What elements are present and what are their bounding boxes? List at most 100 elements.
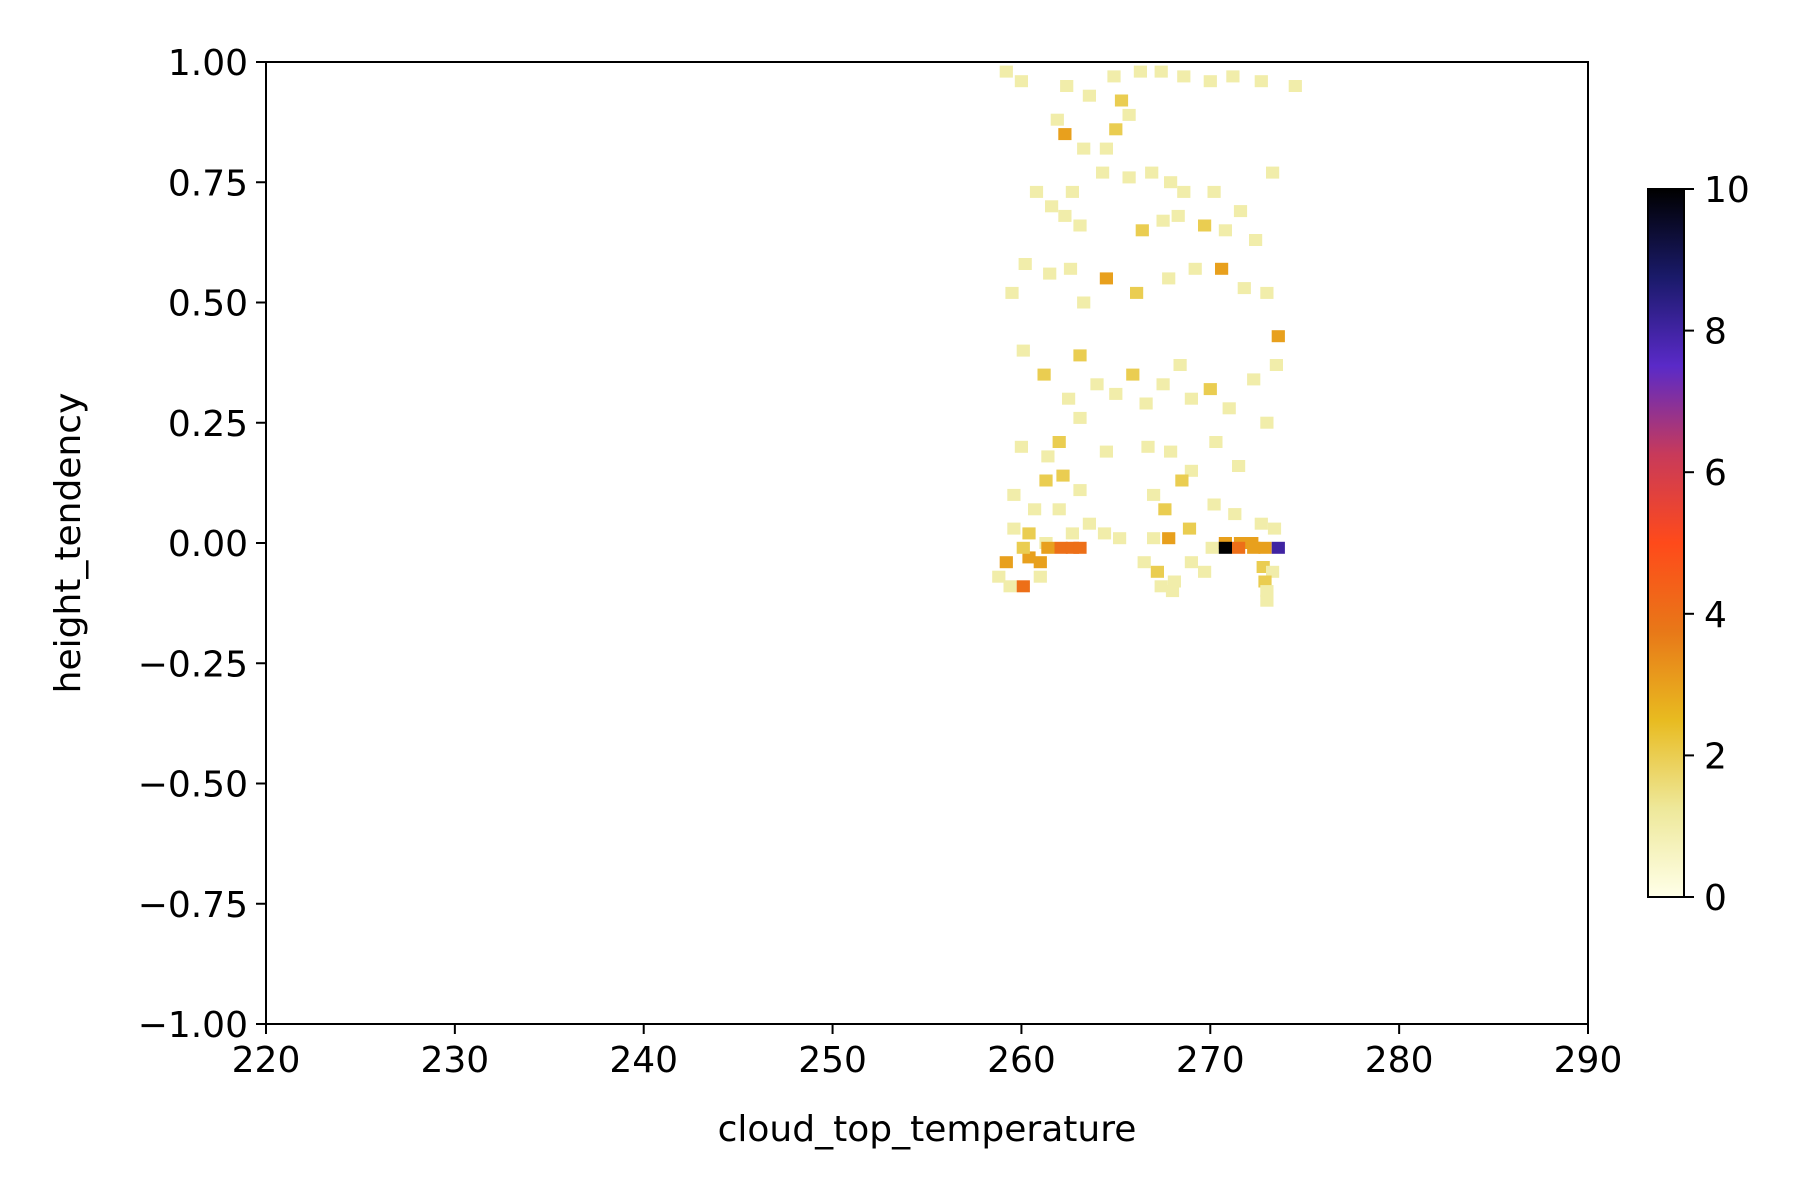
heatmap-cell [1022, 551, 1036, 564]
heatmap-cell [1218, 541, 1232, 554]
heatmap-cell [1254, 517, 1268, 530]
heatmap-cell [1198, 219, 1212, 232]
heatmap-cell [1065, 527, 1079, 540]
heatmap-cell [1188, 262, 1202, 275]
heatmap-cell [1062, 392, 1076, 405]
heatmap-cell [1154, 580, 1168, 593]
heatmap-cell [1154, 65, 1168, 78]
heatmap-cell [1258, 575, 1272, 588]
heatmap-cell [1177, 70, 1191, 83]
heatmap-cell [1260, 594, 1274, 607]
heatmap-cell [1065, 185, 1079, 198]
colorbar-ticks: 0 2 4 6 8 10 [1684, 170, 1750, 919]
heatmap-cell [1007, 488, 1021, 501]
heatmap-cell [1041, 450, 1055, 463]
heatmap-cell [1109, 387, 1123, 400]
heatmap-cell [1254, 75, 1268, 88]
heatmap-cell [1073, 484, 1087, 497]
heatmap-cell [1156, 214, 1170, 227]
heatmap-cell [1126, 368, 1140, 381]
heatmap-cell [1099, 272, 1113, 285]
heatmap-cell [1016, 541, 1030, 554]
heatmap-cell [1258, 541, 1272, 554]
heatmap-cell [1266, 166, 1280, 179]
y-tick-label: −0.50 [138, 765, 248, 806]
heatmap-cell [1041, 541, 1055, 554]
heatmap-cell [1266, 565, 1280, 578]
heatmap-cell [1077, 142, 1091, 155]
heatmap-cell [1073, 411, 1087, 424]
heatmap-cell [1005, 286, 1019, 299]
heatmap-cell [1107, 70, 1121, 83]
heatmap-cell [1114, 94, 1129, 107]
heatmap-cell [1060, 80, 1074, 92]
heatmap-cell [1045, 200, 1059, 213]
x-axis-label: cloud_top_temperature [718, 1109, 1137, 1150]
heatmap-cell [1139, 397, 1153, 410]
heatmap-cell [1260, 286, 1274, 299]
heatmap-cell [1177, 185, 1191, 198]
heatmap-cell [1184, 392, 1198, 405]
heatmap-cell [1222, 402, 1236, 415]
heatmap-cell [1164, 445, 1178, 458]
heatmap-cell [1158, 503, 1172, 516]
colorbar-tick-label: 10 [1704, 170, 1750, 211]
heatmap-cell [1082, 517, 1096, 530]
heatmap-cell [1288, 80, 1302, 92]
heatmap-cell [1018, 258, 1032, 270]
heatmap-cell [1260, 416, 1274, 429]
heatmap-cell [1184, 556, 1198, 569]
heatmap-cell [1162, 532, 1176, 545]
heatmap-cell [1073, 349, 1087, 362]
x-tick-label: 220 [232, 1040, 301, 1081]
y-tick-label: 0.50 [168, 284, 248, 325]
heatmap-cell [1182, 522, 1197, 535]
heatmap-cell [1099, 142, 1113, 155]
heatmap-cell [999, 556, 1013, 569]
heatmap-cell [1147, 488, 1161, 501]
colorbar: 0 2 4 6 8 10 [1647, 170, 1750, 919]
plot-frame [265, 61, 1589, 1025]
heatmap-cell [1232, 460, 1246, 472]
heatmap-cell [1184, 464, 1198, 477]
heatmap-cell [1122, 108, 1136, 121]
heatmap-cell [1016, 580, 1030, 593]
y-tick-label: −0.25 [138, 644, 248, 685]
colorbar-tick-label: 8 [1704, 312, 1727, 353]
x-tick-label: 290 [1554, 1040, 1623, 1081]
heatmap-cell [1029, 185, 1044, 198]
heatmap-cell [1218, 224, 1232, 237]
heatmap-cell [1033, 556, 1047, 569]
heatmap-cell [1156, 378, 1170, 391]
heatmap-cell [1145, 166, 1159, 179]
heatmap-cell [1130, 286, 1144, 299]
heatmap-cell [1073, 541, 1087, 554]
heatmap-cell [1237, 282, 1251, 295]
heatmap-cell [1050, 113, 1064, 126]
heatmap-cell [1133, 65, 1147, 78]
heatmap-cell [1271, 330, 1285, 343]
heatmap-cell [1054, 541, 1068, 554]
heatmap-cell [1205, 541, 1219, 554]
heatmap-cell [1033, 570, 1047, 583]
heatmap-cell [1209, 436, 1223, 448]
heatmap-cell [1073, 219, 1087, 232]
y-tick-label: 0.75 [168, 163, 248, 204]
heatmap-cell [1099, 445, 1113, 458]
x-tick-label: 230 [420, 1040, 489, 1081]
y-axis: −1.00 −0.75 −0.50 −0.25 0.00 0.25 0.50 0.75 1.00 [138, 43, 266, 1046]
heatmap-cell [1165, 585, 1180, 598]
heatmap-cell [1267, 522, 1282, 535]
heatmap-cell [1058, 209, 1072, 222]
heatmap-cell [1037, 368, 1051, 381]
heatmap-cell [1226, 70, 1240, 83]
heatmap-cell [1150, 565, 1164, 578]
heatmap-cell [1052, 503, 1066, 516]
heatmap-cell [1207, 498, 1221, 511]
heatmap-cell [1028, 503, 1042, 516]
heatmap-cell [1269, 359, 1283, 371]
heatmap-cell [1247, 373, 1261, 386]
x-tick-label: 250 [798, 1040, 867, 1081]
heatmap-cell [1203, 75, 1217, 88]
colorbar-tick-label: 2 [1704, 736, 1727, 777]
